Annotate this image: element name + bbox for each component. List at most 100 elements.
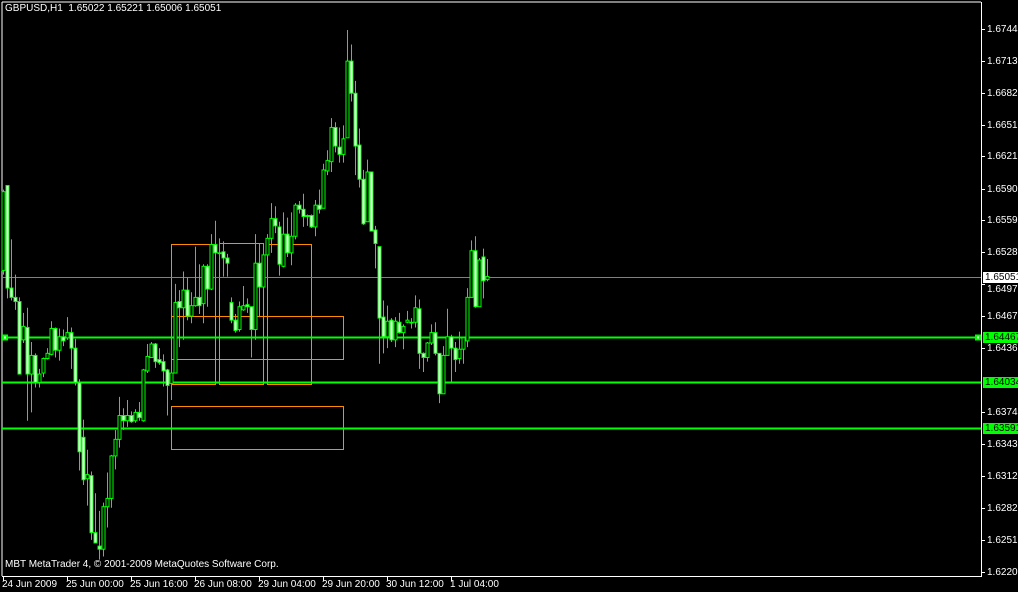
candle bbox=[89, 471, 94, 540]
candle-body bbox=[213, 244, 218, 254]
candle bbox=[473, 236, 478, 308]
candle-body bbox=[217, 252, 222, 255]
candle bbox=[241, 285, 246, 311]
candle-body bbox=[65, 332, 70, 339]
price-tick-label: 1.67440 bbox=[987, 24, 1018, 35]
candle-body bbox=[141, 369, 146, 422]
candle-body bbox=[229, 302, 234, 321]
candle bbox=[445, 308, 450, 356]
candle-body bbox=[77, 381, 82, 453]
price-tick-label: 1.66210 bbox=[987, 151, 1018, 162]
candle bbox=[129, 411, 134, 423]
candle bbox=[329, 118, 334, 173]
candle bbox=[393, 317, 398, 348]
candle bbox=[81, 419, 86, 485]
candle bbox=[453, 341, 458, 373]
rectangle-object[interactable] bbox=[267, 244, 312, 385]
price-tick-label: 1.65285 bbox=[987, 247, 1018, 258]
candle bbox=[217, 238, 222, 259]
rectangle-object[interactable] bbox=[219, 243, 264, 385]
candle bbox=[381, 300, 386, 354]
candle bbox=[45, 348, 50, 360]
candle bbox=[1, 189, 6, 275]
candle-body bbox=[309, 215, 314, 228]
candle bbox=[85, 449, 90, 506]
candle-body bbox=[173, 302, 178, 374]
candle-body bbox=[369, 171, 374, 232]
candle bbox=[189, 292, 194, 324]
candle bbox=[77, 379, 82, 471]
candle-body bbox=[377, 246, 382, 319]
candle bbox=[197, 264, 202, 314]
candle bbox=[109, 454, 114, 508]
candle-body bbox=[365, 171, 370, 223]
candle-body bbox=[357, 144, 362, 180]
time-tick-label: 24 Jun 2009 bbox=[2, 579, 58, 590]
candle bbox=[73, 338, 78, 386]
candle bbox=[405, 310, 410, 324]
price-tick-label: 1.63745 bbox=[987, 407, 1018, 418]
candle-body bbox=[137, 411, 142, 419]
candle bbox=[341, 125, 346, 163]
candle bbox=[117, 396, 122, 448]
candle-body bbox=[225, 257, 230, 264]
candle-body bbox=[149, 343, 154, 358]
candle bbox=[425, 341, 430, 362]
candle bbox=[297, 201, 302, 214]
candle-body bbox=[29, 354, 34, 375]
candle-body bbox=[133, 411, 138, 422]
candle bbox=[465, 288, 470, 348]
candle bbox=[125, 399, 130, 427]
line-anchor-handle-dot bbox=[4, 336, 6, 339]
candle bbox=[21, 312, 26, 343]
candle bbox=[185, 277, 190, 321]
candle bbox=[177, 290, 182, 348]
candle bbox=[481, 248, 486, 299]
candle bbox=[209, 234, 214, 291]
candle bbox=[165, 368, 170, 416]
price-tick-label: 1.64670 bbox=[987, 311, 1018, 322]
candle-body bbox=[89, 475, 94, 534]
candle bbox=[13, 274, 18, 310]
price-tick-label: 1.65900 bbox=[987, 184, 1018, 195]
line-anchor-handle-dot bbox=[977, 336, 979, 339]
candle-body bbox=[273, 218, 278, 227]
candle bbox=[245, 298, 250, 313]
candle bbox=[221, 241, 226, 277]
candle bbox=[413, 295, 418, 328]
candle bbox=[97, 510, 102, 560]
price-tick-label: 1.62820 bbox=[987, 503, 1018, 514]
candle bbox=[353, 80, 358, 176]
candle bbox=[57, 328, 62, 361]
candle bbox=[153, 342, 158, 368]
candle-body bbox=[249, 306, 254, 331]
candle-body bbox=[293, 204, 298, 237]
candle bbox=[333, 122, 338, 153]
candle bbox=[289, 212, 294, 266]
candle-body bbox=[13, 296, 18, 303]
chart-title: GBPUSD,H1 1.65022 1.65221 1.65006 1.6505… bbox=[5, 3, 222, 14]
candle bbox=[201, 264, 206, 324]
level-price-label: 1.64034 bbox=[983, 377, 1018, 388]
rectangle-object[interactable] bbox=[171, 244, 216, 385]
candle-body bbox=[429, 332, 434, 344]
candle-body bbox=[349, 60, 354, 94]
candle bbox=[337, 127, 342, 163]
candle-body bbox=[413, 307, 418, 323]
candle bbox=[65, 317, 70, 340]
time-tick-label: 30 Jun 12:00 bbox=[386, 579, 444, 590]
candle bbox=[213, 220, 218, 254]
candle bbox=[321, 163, 326, 209]
candle-body bbox=[341, 138, 346, 155]
horizontal-lines[interactable] bbox=[2, 277, 981, 430]
candle-body bbox=[233, 319, 238, 332]
candle-body bbox=[101, 506, 106, 550]
candle bbox=[421, 352, 426, 373]
candle-body bbox=[157, 359, 162, 364]
candle bbox=[181, 271, 186, 340]
candle-body bbox=[445, 336, 450, 356]
candle bbox=[361, 169, 366, 225]
candle bbox=[317, 189, 322, 214]
candle-body bbox=[421, 352, 426, 358]
